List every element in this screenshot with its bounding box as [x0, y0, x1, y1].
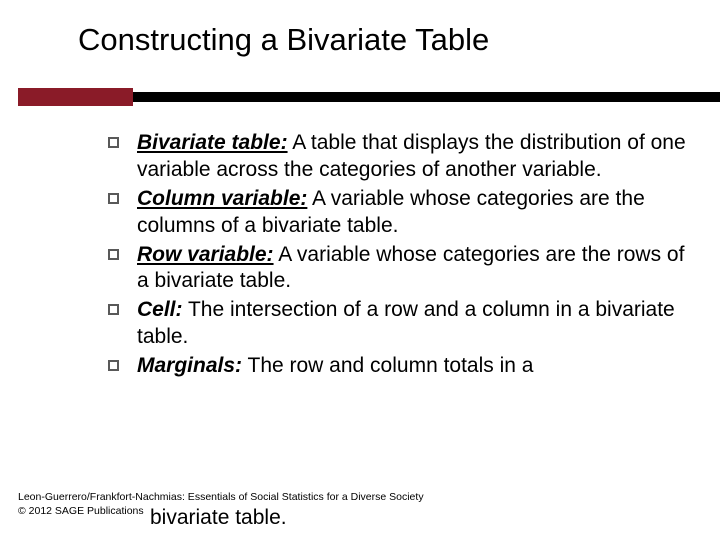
bullet-square-icon: [108, 249, 119, 260]
list-item: Cell: The intersection of a row and a co…: [108, 297, 688, 351]
term: Bivariate table:: [137, 131, 288, 154]
rule-red-block: [18, 88, 133, 106]
footer-line-2: © 2012 SAGE Publications: [18, 504, 424, 518]
footer: Leon-Guerrero/Frankfort-Nachmias: Essent…: [18, 490, 424, 518]
term: Row variable:: [137, 243, 274, 266]
item-text: Column variable: A variable whose catego…: [137, 186, 688, 240]
bullet-square-icon: [108, 193, 119, 204]
definition: The intersection of a row and a column i…: [137, 298, 675, 348]
bullet-list: Bivariate table: A table that displays t…: [108, 130, 688, 382]
bullet-square-icon: [108, 304, 119, 315]
term: Cell:: [137, 298, 183, 321]
list-item: Marginals: The row and column totals in …: [108, 353, 688, 380]
list-item: Row variable: A variable whose categorie…: [108, 242, 688, 296]
bullet-square-icon: [108, 360, 119, 371]
slide-title: Constructing a Bivariate Table: [0, 0, 720, 58]
title-rule: [0, 88, 720, 106]
rule-black-bar: [133, 92, 720, 102]
definition: The row and column totals in a: [242, 354, 533, 377]
item-text: Cell: The intersection of a row and a co…: [137, 297, 688, 351]
list-item: Bivariate table: A table that displays t…: [108, 130, 688, 184]
term: Column variable:: [137, 187, 307, 210]
list-item: Column variable: A variable whose catego…: [108, 186, 688, 240]
item-text: Bivariate table: A table that displays t…: [137, 130, 688, 184]
item-text: Marginals: The row and column totals in …: [137, 353, 533, 380]
term: Marginals:: [137, 354, 242, 377]
item-text: Row variable: A variable whose categorie…: [137, 242, 688, 296]
footer-line-1: Leon-Guerrero/Frankfort-Nachmias: Essent…: [18, 490, 424, 504]
bullet-square-icon: [108, 137, 119, 148]
